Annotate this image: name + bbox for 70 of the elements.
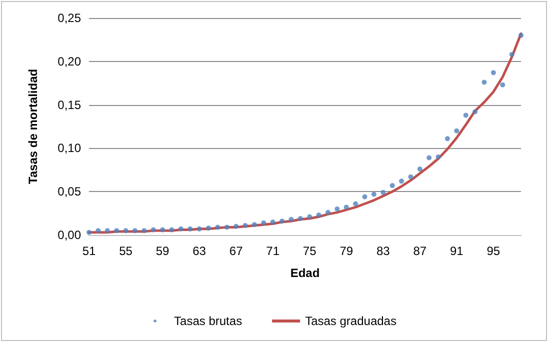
x-tick-label: 55	[119, 244, 133, 258]
point	[490, 70, 496, 76]
point	[104, 228, 110, 234]
point	[86, 230, 92, 235]
point	[454, 128, 460, 134]
point	[344, 204, 349, 210]
x-axis-title: Edad	[290, 266, 320, 280]
y-tick-label: 0,20	[58, 54, 82, 68]
point	[518, 32, 524, 38]
y-tick-label: 0,05	[58, 184, 82, 199]
point	[234, 224, 239, 229]
point	[482, 80, 487, 85]
point	[334, 206, 340, 212]
point	[252, 222, 257, 228]
point	[325, 210, 330, 215]
point	[224, 224, 230, 230]
point	[426, 155, 432, 160]
x-tick-label: 71	[266, 244, 280, 258]
point	[436, 154, 441, 160]
point	[353, 201, 358, 206]
point	[215, 224, 220, 230]
y-tick-label: 0,15	[58, 98, 82, 112]
point	[298, 216, 303, 222]
point	[123, 228, 128, 234]
point	[270, 219, 276, 224]
x-tick-label: 59	[156, 244, 170, 258]
legend-label: Tasas brutas	[174, 314, 242, 328]
x-tick-label: 83	[376, 244, 390, 258]
point	[316, 212, 322, 218]
point	[390, 183, 395, 188]
point	[444, 136, 450, 142]
x-tick-label: 79	[340, 244, 354, 258]
x-tick-label: 75	[302, 244, 317, 258]
point	[242, 222, 248, 228]
y-tick-label: 0,25	[58, 11, 82, 25]
point	[169, 227, 174, 232]
point	[399, 178, 404, 184]
y-axis-title: Tasas de mortalidad	[26, 68, 40, 184]
point	[380, 190, 386, 195]
point	[96, 228, 101, 234]
point	[463, 112, 468, 118]
point	[261, 220, 266, 226]
x-tick-label: 87	[413, 244, 427, 258]
point	[196, 226, 202, 232]
y-tick-label: 0,00	[58, 228, 82, 242]
point	[114, 228, 120, 234]
x-tick-label: 67	[229, 244, 244, 258]
x-tick-label: 91	[450, 244, 464, 258]
x-tick-label: 95	[486, 244, 500, 258]
point	[160, 227, 166, 232]
point	[307, 214, 312, 220]
point	[206, 226, 211, 231]
point	[509, 52, 514, 57]
point	[188, 226, 193, 232]
point	[417, 166, 422, 172]
point	[500, 82, 506, 88]
point	[472, 109, 478, 114]
point	[280, 218, 285, 224]
point	[408, 174, 414, 180]
x-tick-label: 51	[82, 244, 96, 258]
point	[178, 226, 184, 232]
legend-label: Tasas graduadas	[305, 314, 396, 328]
x-tick-label: 63	[192, 244, 206, 258]
point	[142, 228, 147, 234]
point	[362, 194, 368, 200]
point	[150, 227, 156, 232]
y-tick-label: 0,10	[58, 141, 82, 156]
point	[132, 228, 138, 234]
point	[288, 216, 294, 222]
point	[371, 192, 376, 197]
